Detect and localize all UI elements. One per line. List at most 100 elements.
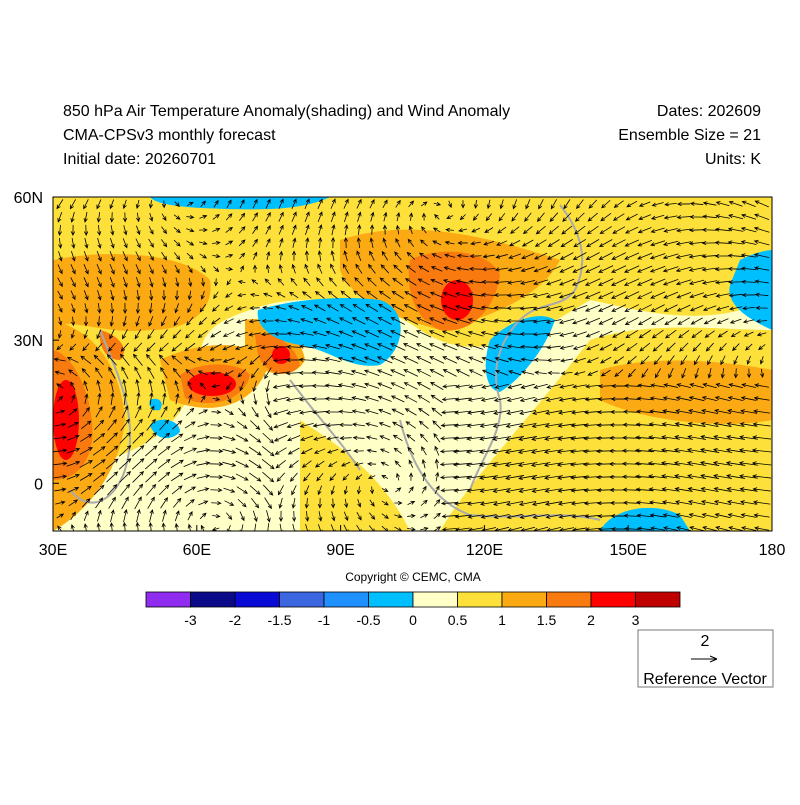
wind-arrow xyxy=(718,343,727,352)
wind-arrow xyxy=(701,227,718,232)
wind-arrow xyxy=(185,329,195,339)
wind-arrow xyxy=(58,251,63,262)
wind-arrow xyxy=(184,486,197,494)
wind-arrow xyxy=(109,251,115,262)
wind-arrow xyxy=(96,263,102,275)
wind-arrow xyxy=(162,509,167,522)
wind-arrow xyxy=(533,383,548,389)
wind-arrow xyxy=(184,356,196,364)
wind-arrow xyxy=(367,475,376,479)
wind-arrow xyxy=(311,370,328,375)
wind-arrow xyxy=(454,317,471,324)
wind-arrow xyxy=(174,264,180,274)
wind-arrow xyxy=(733,355,739,366)
wind-arrow xyxy=(252,251,258,260)
wind-arrow xyxy=(198,500,209,506)
wind-arrow xyxy=(518,488,537,494)
wind-arrow xyxy=(382,237,387,248)
wind-arrow xyxy=(408,225,413,235)
wind-arrow xyxy=(585,252,600,260)
wind-arrow xyxy=(79,460,94,468)
wind-arrow xyxy=(278,510,284,523)
wind-arrow xyxy=(467,330,484,337)
wind-arrow xyxy=(403,369,419,377)
wind-arrow xyxy=(689,292,704,299)
wind-arrow xyxy=(353,462,364,467)
wind-arrow xyxy=(649,278,666,286)
wind-arrow xyxy=(702,383,717,389)
wind-arrow xyxy=(402,343,419,351)
wind-arrow xyxy=(550,199,558,210)
colorbar-label: 0 xyxy=(409,612,417,628)
wind-arrow xyxy=(442,356,458,364)
wind-arrow xyxy=(187,510,193,521)
wind-arrow xyxy=(403,304,418,312)
wind-arrow xyxy=(407,527,416,531)
wind-arrow xyxy=(57,277,63,288)
wind-arrow xyxy=(531,475,551,481)
wind-arrow xyxy=(175,392,180,405)
wind-arrow xyxy=(559,345,574,350)
wind-arrow xyxy=(148,521,153,531)
wind-arrow xyxy=(136,391,141,406)
wind-arrow xyxy=(68,499,79,507)
wind-arrow xyxy=(83,329,88,340)
wind-arrow xyxy=(343,511,349,522)
wind-arrow xyxy=(689,214,704,220)
wind-arrow xyxy=(174,380,179,392)
wind-arrow xyxy=(67,487,80,493)
wind-arrow xyxy=(54,370,65,375)
wind-arrow xyxy=(494,280,509,285)
wind-arrow xyxy=(394,251,402,261)
wind-arrow xyxy=(739,500,758,505)
wind-arrow xyxy=(572,344,587,350)
wind-arrow xyxy=(714,253,731,259)
axes: 30E 60E 90E 120E 150E 180 60N 30N 0 xyxy=(14,190,786,559)
wind-arrow xyxy=(445,227,454,233)
wind-arrow xyxy=(340,449,352,454)
wind-arrow xyxy=(222,435,236,441)
wind-arrow xyxy=(521,370,535,375)
wind-arrow xyxy=(119,353,130,366)
wind-arrow xyxy=(478,449,499,454)
wind-arrow xyxy=(337,383,354,388)
wind-arrow xyxy=(480,318,497,323)
wind-arrow xyxy=(455,279,470,284)
x-tick-label: 90E xyxy=(326,542,354,559)
wind-arrow xyxy=(278,198,284,209)
wind-arrow xyxy=(390,304,405,312)
wind-arrow xyxy=(689,383,704,389)
wind-arrow xyxy=(83,224,89,237)
wind-arrow xyxy=(701,240,718,246)
wind-arrow xyxy=(212,214,220,220)
wind-arrow xyxy=(249,472,262,482)
wind-arrow xyxy=(286,331,301,336)
wind-arrow xyxy=(326,317,340,325)
wind-arrow xyxy=(675,409,693,414)
wind-arrow xyxy=(273,345,288,350)
wind-arrow xyxy=(648,422,667,427)
wind-arrow xyxy=(376,369,393,377)
wind-arrow xyxy=(456,253,469,258)
x-tick-label: 150E xyxy=(610,542,647,559)
wind-arrow xyxy=(621,461,642,466)
wind-arrow xyxy=(300,435,314,441)
wind-arrow xyxy=(83,277,89,288)
wind-arrow xyxy=(105,458,119,470)
wind-arrow xyxy=(416,369,432,377)
wind-arrow xyxy=(493,514,510,519)
wind-arrow xyxy=(760,368,765,378)
wind-arrow xyxy=(559,331,575,337)
wind-arrow xyxy=(395,472,401,481)
wind-arrow xyxy=(691,330,703,339)
wind-arrow xyxy=(288,460,299,469)
wind-arrow xyxy=(756,332,767,337)
wind-arrow xyxy=(433,499,441,507)
wind-arrow xyxy=(534,252,548,260)
wind-arrow xyxy=(519,319,536,324)
wind-arrow xyxy=(225,292,233,298)
wind-arrow xyxy=(573,371,586,376)
wind-arrow xyxy=(481,384,496,389)
wind-arrow xyxy=(338,422,353,428)
wind-arrow xyxy=(728,293,743,298)
